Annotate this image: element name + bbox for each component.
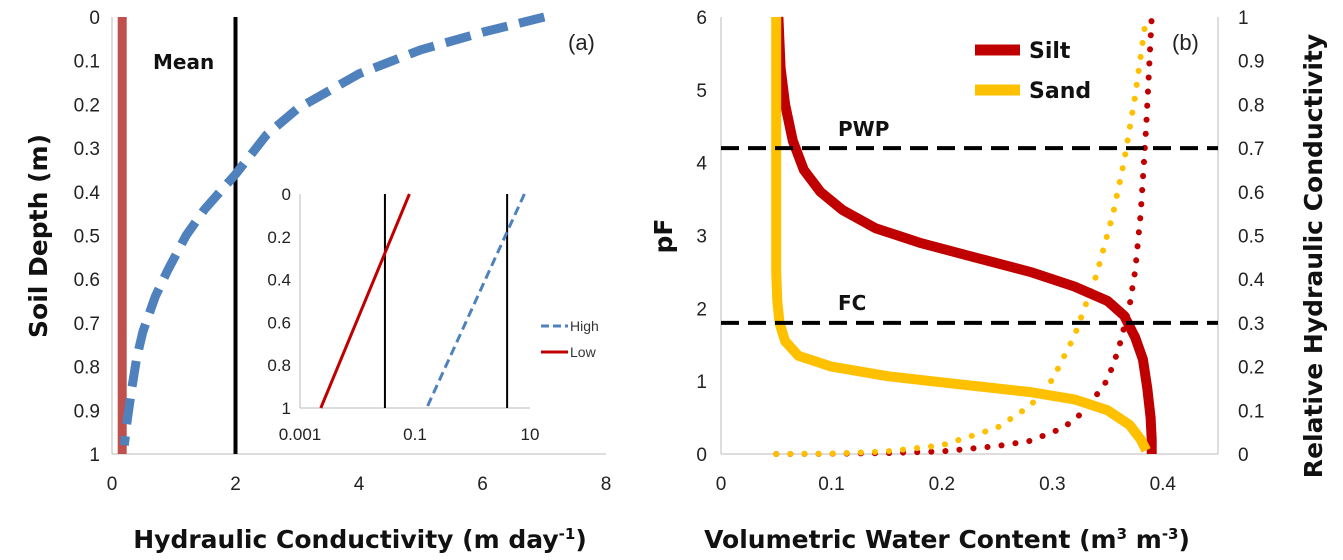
- panel-b-y-tick-label: 1: [696, 372, 707, 393]
- panel-b-y-tick-label: 6: [696, 8, 707, 29]
- series-silt-conductivity-line: [773, 14, 1155, 457]
- inset-legend: High Low: [541, 318, 599, 360]
- series-sand-conductivity-line: [773, 14, 1150, 457]
- panel-a-y-tick-label: 0.6: [74, 270, 100, 291]
- panel-a-label: (a): [568, 30, 595, 55]
- panel-a-x-tick-label: 0: [107, 474, 118, 495]
- pwp-label: PWP: [838, 117, 889, 141]
- panel-a-y-tick-label: 0: [89, 8, 100, 29]
- panel-b-right-tick-label: 0.6: [1238, 183, 1264, 204]
- panel-b-label: (b): [1172, 30, 1199, 55]
- panel-a-x-tick-label: 6: [477, 474, 488, 495]
- panel-b-right-tick-label: 0.8: [1238, 95, 1264, 116]
- panel-b-y-tick-label: 3: [696, 227, 707, 248]
- inset-series-high-line: [425, 193, 526, 409]
- panel-b-ticks: 0 1 2 3 4 5 6 0 0.1 0.2 0.3 0.4 0.5 0.6 0.7 0.8 0.9 1 0 0.1…: [696, 8, 1264, 495]
- panel-b-right-tick-label: 0.3: [1238, 314, 1264, 335]
- inset-y-tick-label: 0.8: [267, 356, 291, 375]
- inset-x-tick-label: 0.001: [279, 425, 322, 444]
- panel-b-right-tick-label: 0.9: [1238, 52, 1264, 73]
- panel-b: 0 1 2 3 4 5 6 0 0.1 0.2 0.3 0.4 0.5 0.6 0.7 0.8 0.9 1 0 0.1…: [649, 8, 1328, 554]
- inset-ticks: 0 0.2 0.4 0.6 0.8 1 0.001 0.1 10: [267, 185, 539, 444]
- panel-a-x-axis-label: Hydraulic Conductivity (m day-1): [133, 525, 587, 554]
- inset-y-tick-label: 0.6: [267, 313, 291, 332]
- panel-b-series: [721, 14, 1218, 457]
- panel-b-y-tick-label: 5: [696, 81, 707, 102]
- panel-a: 0 0.1 0.2 0.3 0.4 0.5 0.6 0.7 0.8 0.9 1 0 2 4 6 8 Mean…: [24, 8, 611, 554]
- series-silt-retention-line: [773, 16, 1157, 454]
- panel-b-right-tick-label: 0.5: [1238, 227, 1264, 248]
- panel-a-y-tick-label: 0.1: [74, 52, 100, 73]
- panel-a-y-tick-label: 0.8: [74, 358, 100, 379]
- fc-label: FC: [838, 291, 866, 315]
- panel-b-y-axis-label: pF: [649, 219, 678, 254]
- series-sand-retention-line: [771, 17, 1151, 453]
- inset-y-tick-label: 1: [282, 399, 291, 418]
- panel-a-mean-annotation: Mean: [153, 50, 214, 74]
- panel-b-right-tick-label: 0.7: [1238, 139, 1264, 160]
- panel-a-y-tick-label: 0.9: [74, 401, 100, 422]
- panel-a-y-tick-label: 0.3: [74, 139, 100, 160]
- panel-a-y-tick-label: 0.2: [74, 95, 100, 116]
- inset-series: [319, 193, 526, 409]
- inset-y-tick-label: 0.4: [267, 271, 291, 290]
- panel-a-y-tick-label: 1: [89, 445, 100, 466]
- panel-b-x-tick-label: 0.1: [818, 474, 844, 495]
- inset-x-tick-label: 0.1: [403, 425, 427, 444]
- panel-b-x-tick-label: 0.4: [1150, 474, 1177, 495]
- inset-legend-low-label: Low: [570, 344, 597, 360]
- panel-a-x-tick-label: 8: [601, 474, 612, 495]
- panel-a-x-tick-label: 2: [230, 474, 241, 495]
- panel-b-y-tick-label: 4: [696, 154, 707, 175]
- panel-a-series: [117, 12, 546, 454]
- inset-y-tick-label: 0: [282, 185, 291, 204]
- series-high-line: [119, 12, 546, 446]
- inset-x-tick-label: 10: [521, 425, 540, 444]
- panel-a-y-axis-label: Soil Depth (m): [24, 134, 53, 338]
- panel-b-legend: Silt Sand: [975, 39, 1091, 104]
- panel-b-right-tick-label: 0: [1238, 445, 1249, 466]
- panel-b-x-tick-label: 0: [716, 474, 727, 495]
- panel-a-x-tick-label: 4: [354, 474, 365, 495]
- panel-b-right-axis-label: Relative Hydraulic Conductivity: [1299, 34, 1328, 478]
- inset-plot-area: [300, 194, 530, 408]
- panel-a-y-tick-label: 0.4: [74, 183, 101, 204]
- panel-b-x-axis-label: Volumetric Water Content (m3 m-3): [704, 525, 1190, 554]
- legend-sand-label: Sand: [1029, 79, 1091, 104]
- inset-y-tick-label: 0.2: [267, 228, 291, 247]
- panel-b-right-tick-label: 0.4: [1238, 270, 1265, 291]
- panel-a-inset: 0 0.2 0.4 0.6 0.8 1 0.001 0.1 10 High Low: [267, 185, 598, 444]
- panel-a-y-tick-label: 0.7: [74, 314, 100, 335]
- panel-b-x-tick-label: 0.2: [929, 474, 955, 495]
- panel-a-y-ticks: 0 0.1 0.2 0.3 0.4 0.5 0.6 0.7 0.8 0.9 1: [74, 8, 101, 466]
- panel-b-y-tick-label: 2: [696, 299, 707, 320]
- panel-b-y-tick-label: 0: [696, 445, 707, 466]
- panel-a-x-ticks: 0 2 4 6 8: [107, 474, 612, 495]
- inset-legend-high-label: High: [570, 318, 599, 334]
- panel-b-right-tick-label: 0.1: [1238, 401, 1264, 422]
- panel-b-right-tick-label: 0.2: [1238, 358, 1264, 379]
- inset-series-low-line: [319, 193, 411, 409]
- panel-b-x-tick-label: 0.3: [1039, 474, 1065, 495]
- legend-silt-label: Silt: [1029, 39, 1071, 64]
- panel-b-right-tick-label: 1: [1238, 8, 1249, 29]
- panel-a-y-tick-label: 0.5: [74, 227, 100, 248]
